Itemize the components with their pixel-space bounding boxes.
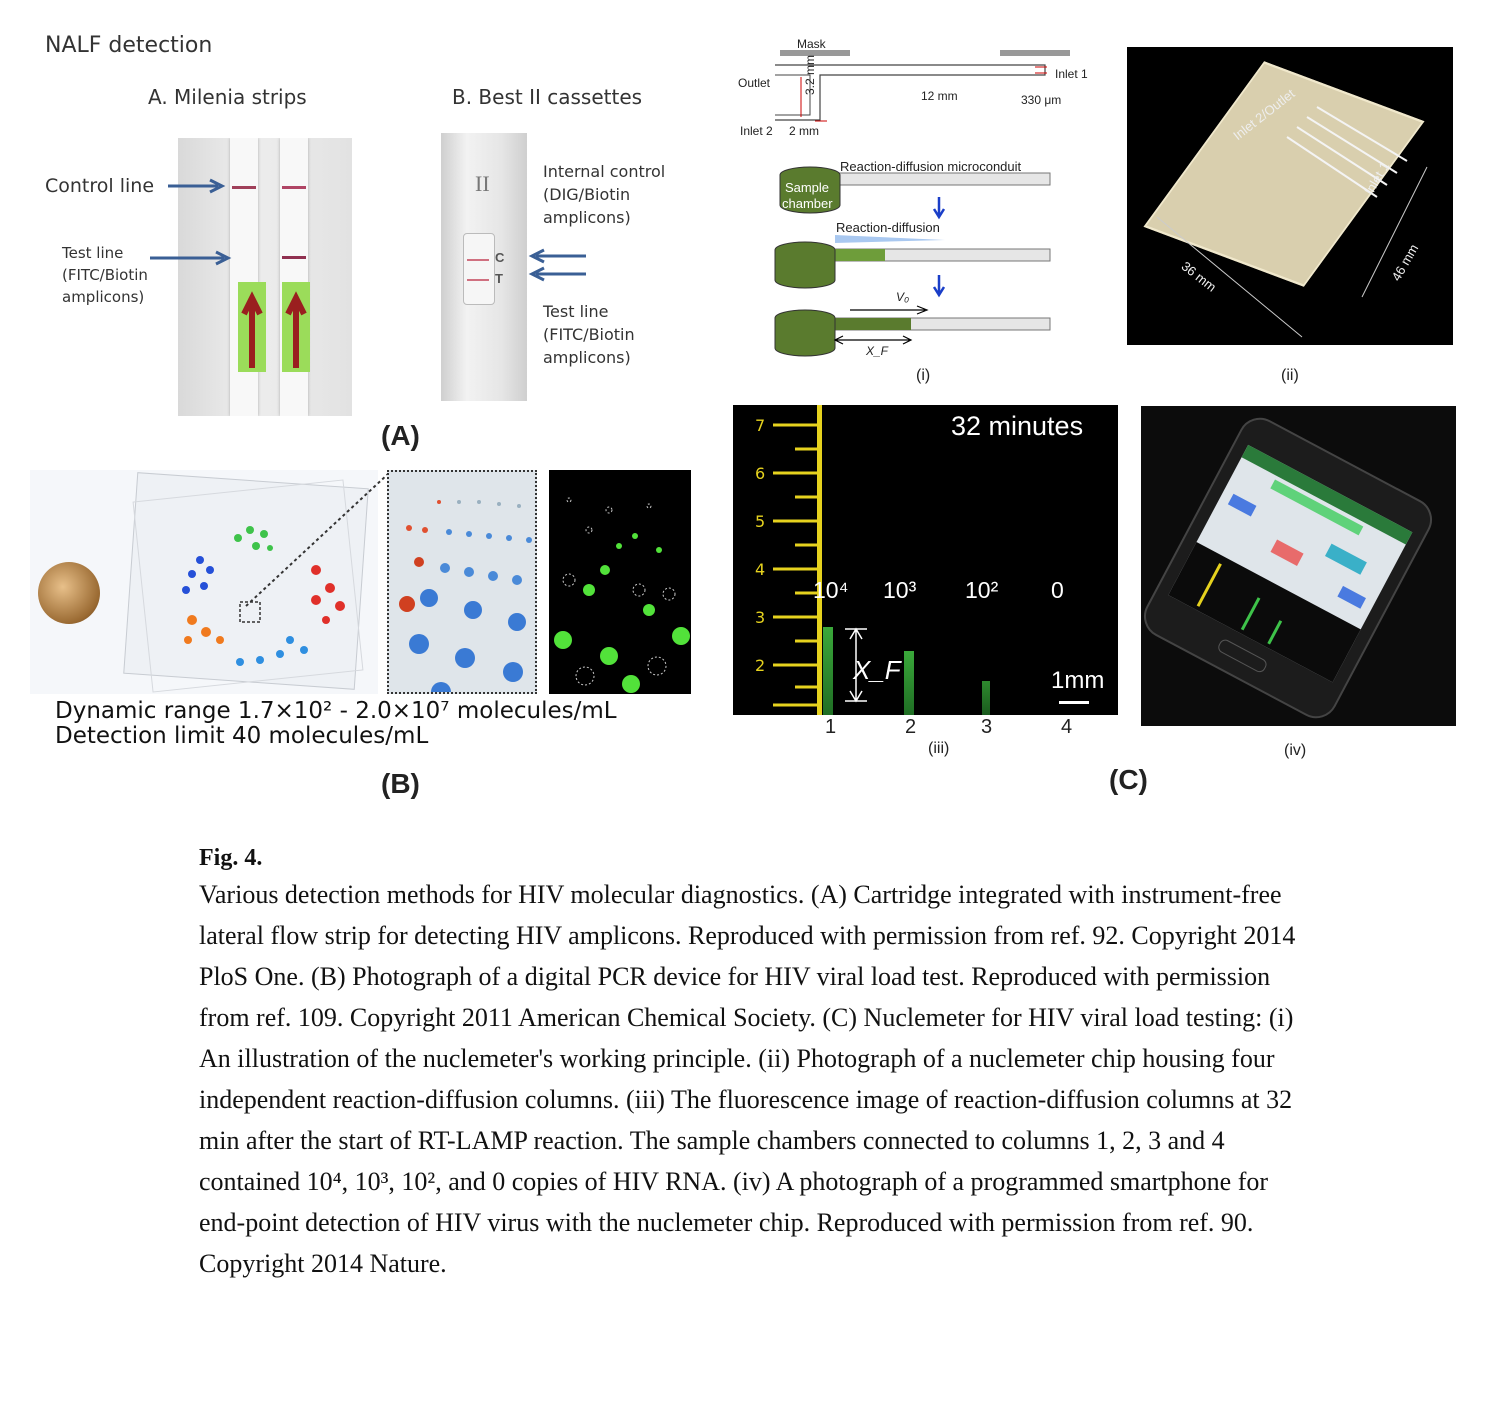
reaction-diffusion-label: Reaction-diffusion bbox=[836, 220, 940, 235]
internal-control-label: Internal control (DIG/Biotin amplicons) bbox=[543, 160, 665, 229]
smartphone-photo bbox=[1141, 406, 1456, 726]
microconduit-label: Reaction-diffusion microconduit bbox=[840, 159, 1021, 174]
xf-big-label: X_F bbox=[853, 655, 901, 686]
caption-text: Various detection methods for HIV molecu… bbox=[199, 874, 1309, 1284]
test-line-2-label: Test line (FITC/Biotin amplicons) bbox=[543, 300, 635, 369]
sub-i-label: (i) bbox=[916, 367, 930, 385]
svg-text:2: 2 bbox=[755, 656, 765, 675]
column-1-fluor bbox=[823, 627, 833, 715]
control-band-1 bbox=[232, 186, 256, 189]
xf-small-label: X_F bbox=[866, 344, 888, 358]
panel-b-letter: (B) bbox=[381, 768, 420, 800]
conc-1-label: 10⁴ bbox=[813, 577, 848, 604]
dim-330um: 330 μm bbox=[1021, 93, 1061, 107]
cassette-arrows-icon bbox=[528, 248, 588, 282]
phone-prev-button[interactable] bbox=[1228, 494, 1257, 517]
phone-body bbox=[1141, 410, 1440, 726]
test-band-2 bbox=[282, 256, 306, 259]
sub-iii-label: (iii) bbox=[928, 740, 949, 758]
test-arrow-icon bbox=[150, 250, 234, 266]
zoom-dotted-line bbox=[240, 470, 400, 630]
sub-iv-label: (iv) bbox=[1284, 742, 1306, 760]
conc-3-label: 10² bbox=[965, 577, 998, 604]
outlet-label: Outlet bbox=[738, 76, 770, 90]
detection-limit-text: Detection limit 40 molecules/mL bbox=[55, 724, 428, 749]
fluorescence-wells-photo bbox=[549, 470, 691, 694]
strip-2 bbox=[280, 138, 308, 416]
dim-12mm: 12 mm bbox=[921, 89, 958, 103]
panel-a-sub-b: B. Best II cassettes bbox=[452, 85, 642, 109]
svg-text:5: 5 bbox=[755, 512, 765, 531]
panel-c-letter: (C) bbox=[1109, 764, 1148, 796]
cassette-t-band bbox=[467, 279, 489, 281]
fluorescence-image: 7 6 5 4 3 2 32 minutes 10⁴ 10³ 10² 0 X_F 1mm bbox=[733, 405, 1118, 715]
phone-exit-button[interactable] bbox=[1271, 540, 1304, 566]
ruler-graphic: 7 6 5 4 3 2 bbox=[733, 405, 823, 715]
v0-label: V₀ bbox=[896, 290, 909, 304]
inlet1-label: Inlet 1 bbox=[1055, 67, 1088, 81]
column-number-2: 2 bbox=[905, 716, 916, 739]
fluorescence-grid bbox=[549, 470, 691, 694]
cassette-t-mark: T bbox=[495, 271, 503, 286]
mask-label: Mask bbox=[797, 37, 826, 51]
sample-chamber-label: Sample chamber bbox=[782, 180, 832, 212]
phone-column-2 bbox=[1267, 620, 1282, 644]
column-3-fluor bbox=[982, 681, 990, 715]
panel-a-title: NALF detection bbox=[45, 33, 212, 58]
cassette-mark: II bbox=[475, 171, 490, 197]
chip-photo: Inlet 2/Outlet Inlet 1 36 mm 46 mm bbox=[1127, 47, 1453, 345]
dynamic-range-text: Dynamic range 1.7×10² - 2.0×10⁷ molecule… bbox=[55, 699, 617, 724]
test-line-label: Test line (FITC/Biotin amplicons) bbox=[62, 242, 148, 308]
phone-calibrate-button[interactable] bbox=[1325, 544, 1367, 575]
conc-2-label: 10³ bbox=[883, 577, 916, 604]
cassette-c-band bbox=[467, 259, 489, 261]
red-arrows-icon bbox=[238, 288, 310, 372]
figure-caption: Fig. 4. Various detection methods for HI… bbox=[199, 842, 1309, 1284]
column-number-1: 1 bbox=[825, 716, 836, 739]
minutes-label: 32 minutes bbox=[951, 411, 1083, 442]
column-2-fluor bbox=[904, 651, 914, 715]
inlet2-label: Inlet 2 bbox=[740, 124, 773, 138]
conc-4-label: 0 bbox=[1051, 577, 1064, 604]
control-line-label: Control line bbox=[45, 175, 154, 197]
scale-bar bbox=[1059, 701, 1089, 704]
quarter-coin bbox=[38, 562, 100, 624]
control-arrow-icon bbox=[168, 178, 228, 194]
dim-3-2mm: 3.2 mm bbox=[803, 55, 817, 95]
phone-column-1 bbox=[1241, 597, 1261, 630]
strip-1 bbox=[230, 138, 258, 416]
phone-screen bbox=[1168, 445, 1412, 682]
cassette-window bbox=[463, 233, 495, 305]
sub-ii-label: (ii) bbox=[1281, 367, 1299, 385]
svg-text:7: 7 bbox=[755, 416, 765, 435]
cassette-photo: II C T bbox=[441, 133, 527, 401]
wells-zoom-grid bbox=[389, 472, 537, 694]
cassette-c-mark: C bbox=[495, 250, 504, 265]
svg-text:4: 4 bbox=[755, 560, 765, 579]
column-number-4: 4 bbox=[1061, 716, 1072, 739]
figure-label: Fig. 4. bbox=[199, 842, 1309, 874]
wells-zoom-photo bbox=[387, 470, 537, 694]
panel-a-sub-a: A. Milenia strips bbox=[148, 85, 307, 109]
scale-label: 1mm bbox=[1051, 667, 1104, 695]
svg-text:6: 6 bbox=[755, 464, 765, 483]
column-number-3: 3 bbox=[981, 716, 992, 739]
phone-ruler bbox=[1197, 563, 1222, 607]
phone-next-button[interactable] bbox=[1337, 586, 1366, 609]
control-band-2 bbox=[282, 186, 306, 189]
panel-a-letter: (A) bbox=[381, 420, 420, 452]
dim-2mm: 2 mm bbox=[789, 124, 819, 138]
svg-text:3: 3 bbox=[755, 608, 765, 627]
phone-app-bar bbox=[1242, 445, 1413, 545]
